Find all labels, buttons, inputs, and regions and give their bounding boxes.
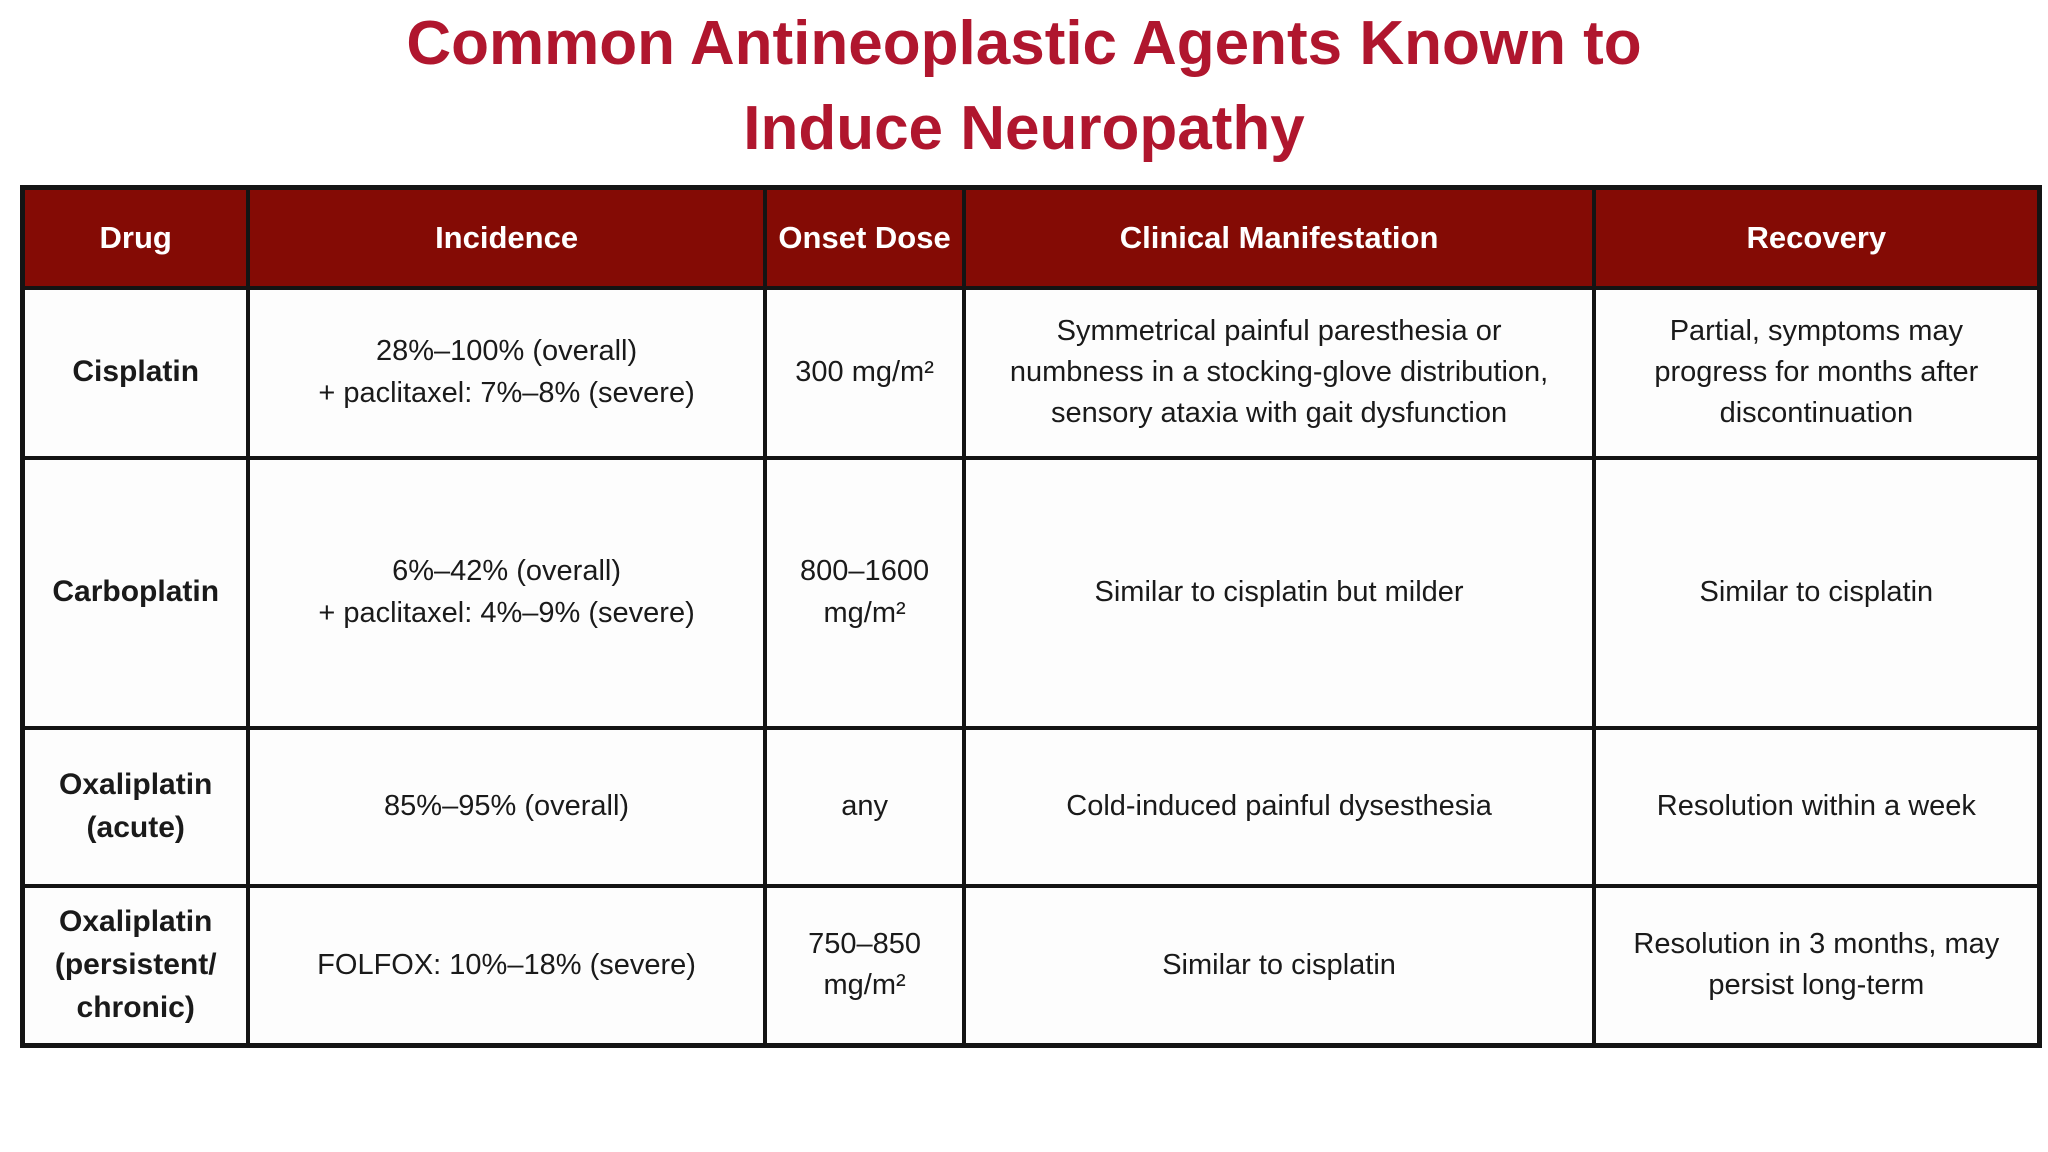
- cell-cisplatin-recovery: Partial, symptoms may progress for month…: [1591, 285, 2042, 460]
- page-title: Common Antineoplastic Agents Known to In…: [406, 9, 1642, 163]
- column-header-onset-dose: Onset Dose: [762, 185, 967, 290]
- cell-carboplatin-drug: Carboplatin: [20, 455, 251, 730]
- cell-cisplatin-drug: Cisplatin: [20, 285, 251, 460]
- cell-carboplatin-clinical-manifestation: Similar to cisplatin but milder: [962, 455, 1596, 730]
- cell-oxaliplatin-acute-clinical-manifestation: Cold-induced painful dysesthesia: [962, 725, 1596, 888]
- cell-cisplatin-incidence: 28%–100% (overall) + paclitaxel: 7%–8% (…: [246, 285, 767, 460]
- column-header-drug: Drug: [20, 185, 251, 290]
- cell-oxaliplatin-acute-drug: Oxaliplatin (acute): [20, 725, 251, 888]
- cell-cisplatin-clinical-manifestation: Symmetrical painful paresthesia or numbn…: [962, 285, 1596, 460]
- cell-cisplatin-onset-dose: 300 mg/m²: [762, 285, 967, 460]
- cell-carboplatin-recovery: Similar to cisplatin: [1591, 455, 2042, 730]
- column-header-clinical-manifestation: Clinical Manifestation: [962, 185, 1596, 290]
- cell-oxaliplatin-persistent-chronic-incidence: FOLFOX: 10%–18% (severe): [246, 883, 767, 1048]
- column-header-recovery: Recovery: [1591, 185, 2042, 290]
- cell-carboplatin-onset-dose: 800–1600 mg/m²: [762, 455, 967, 730]
- table-row-oxaliplatin-persistent-chronic: Oxaliplatin (persistent/ chronic) FOLFOX…: [20, 883, 2042, 1048]
- table-row-cisplatin: Cisplatin 28%–100% (overall) + paclitaxe…: [20, 285, 2042, 460]
- cell-oxaliplatin-persistent-chronic-clinical-manifestation: Similar to cisplatin: [962, 883, 1596, 1048]
- cell-oxaliplatin-acute-onset-dose: any: [762, 725, 967, 888]
- table-row-carboplatin: Carboplatin 6%–42% (overall) + paclitaxe…: [20, 455, 2042, 730]
- cell-oxaliplatin-persistent-chronic-recovery: Resolution in 3 months, may persist long…: [1591, 883, 2042, 1048]
- cell-oxaliplatin-persistent-chronic-drug: Oxaliplatin (persistent/ chronic): [20, 883, 251, 1048]
- table-row-oxaliplatin-acute: Oxaliplatin (acute) 85%–95% (overall) an…: [20, 725, 2042, 888]
- table-header-row: Drug Incidence Onset Dose Clinical Manif…: [20, 185, 2042, 290]
- cell-oxaliplatin-acute-recovery: Resolution within a week: [1591, 725, 2042, 888]
- neuropathy-table: Drug Incidence Onset Dose Clinical Manif…: [20, 185, 2042, 1048]
- column-header-incidence: Incidence: [246, 185, 767, 290]
- cell-oxaliplatin-persistent-chronic-onset-dose: 750–850 mg/m²: [762, 883, 967, 1048]
- cell-carboplatin-incidence: 6%–42% (overall) + paclitaxel: 4%–9% (se…: [246, 455, 767, 730]
- cell-oxaliplatin-acute-incidence: 85%–95% (overall): [246, 725, 767, 888]
